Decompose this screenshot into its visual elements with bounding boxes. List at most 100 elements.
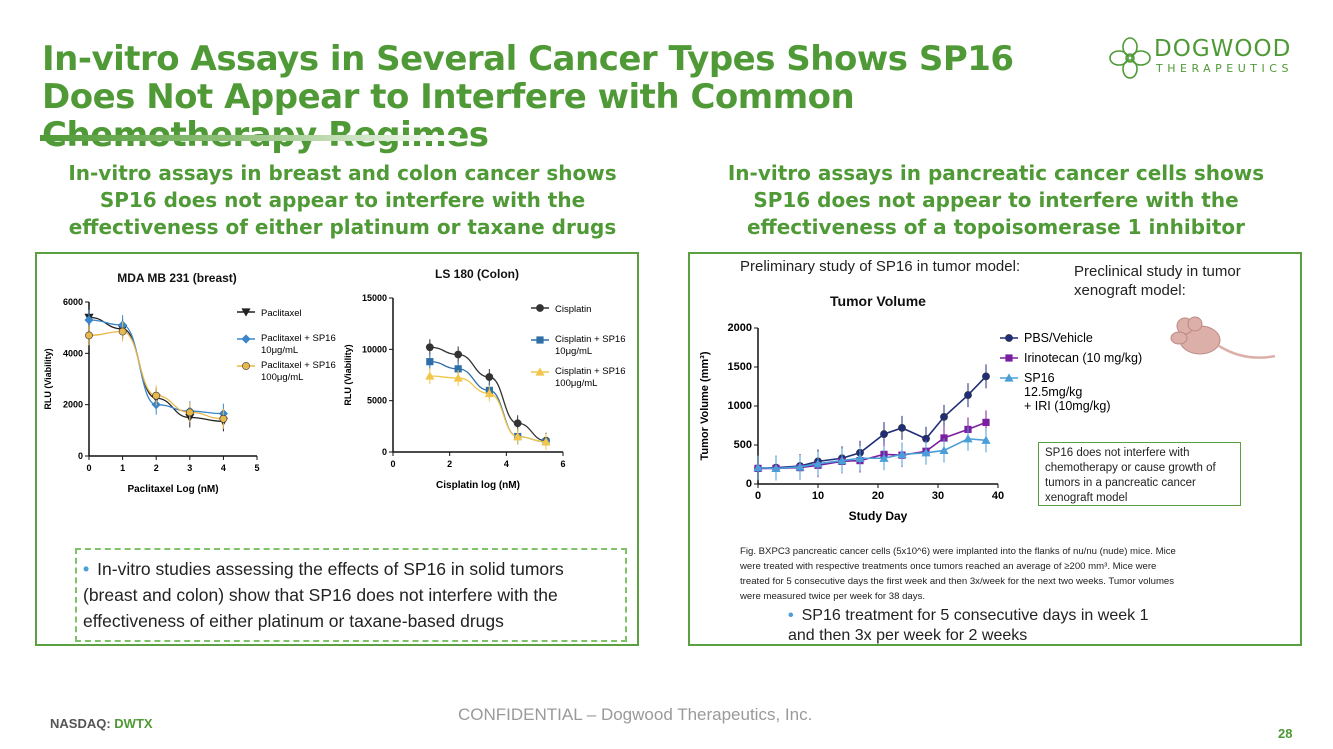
data-point — [85, 331, 93, 340]
legend-label: Cisplatin + SP16 — [555, 366, 626, 377]
x-axis-label: Study Day — [849, 509, 908, 523]
legend-label: Cisplatin — [555, 304, 591, 315]
left-panel: MDA MB 231 (breast) 0 1 2 3 4 5 0 2000 4000 6000 Pa… — [35, 252, 639, 646]
data-point — [981, 435, 991, 444]
x-tick-label: 3 — [187, 463, 192, 473]
left-heading: In-vitro assays in breast and colon canc… — [68, 161, 617, 239]
legend-label: PBS/Vehicle — [1024, 331, 1093, 345]
x-tick-label: 30 — [932, 490, 944, 502]
data-point — [982, 418, 990, 426]
bullet-icon: • — [788, 607, 794, 624]
y-tick-label: 500 — [734, 439, 752, 451]
x-tick-label: 4 — [504, 459, 509, 469]
data-point — [964, 391, 972, 399]
nasdaq-label: NASDAQ: — [50, 716, 111, 731]
chart-title: MDA MB 231 (breast) — [117, 271, 237, 285]
legend-marker — [1005, 334, 1013, 342]
ticker: DWTX — [114, 716, 153, 731]
data-point — [453, 373, 463, 382]
x-tick-label: 0 — [86, 463, 91, 473]
y-axis-label: RLU (Viability) — [43, 348, 53, 409]
data-point — [185, 408, 194, 417]
data-point — [879, 453, 889, 462]
data-point — [454, 365, 462, 373]
xenograft-note-box: SP16 does not interfere with chemotherap… — [1038, 442, 1241, 506]
right-heading: In-vitro assays in pancreatic cancer cel… — [727, 161, 1265, 239]
legend-label: Paclitaxel + SP16 — [261, 360, 336, 371]
x-tick-label: 6 — [560, 459, 565, 469]
legend-marker — [536, 336, 544, 344]
data-point — [753, 463, 763, 472]
footer-confidential: CONFIDENTIAL – Dogwood Therapeutics, Inc… — [458, 705, 813, 724]
legend-marker — [242, 362, 250, 370]
y-tick-label: 0 — [746, 478, 752, 490]
y-tick-label: 0 — [78, 451, 83, 461]
data-point — [855, 453, 865, 462]
data-point — [963, 434, 973, 443]
y-tick-label: 10000 — [362, 344, 387, 354]
x-tick-label: 0 — [755, 490, 761, 502]
data-point — [485, 373, 494, 381]
slide-title: In-vitro Assays in Several Cancer Types … — [42, 39, 1014, 154]
logo-wordmark: DOGWOOD — [1154, 36, 1292, 62]
colon-chart: LS 180 (Colon) 0 2 4 6 0 5000 10000 15000 Cisplat… — [343, 267, 626, 491]
data-point — [426, 358, 434, 366]
y-tick-label: 5000 — [367, 396, 387, 406]
data-point — [921, 448, 931, 457]
x-tick-label: 40 — [992, 490, 1004, 502]
data-point — [940, 413, 948, 421]
right-bullet: • SP16 treatment for 5 consecutive days i… — [788, 606, 1168, 646]
left-bullet: • In-vitro studies assessing the effects … — [83, 556, 613, 634]
footer-nasdaq: NASDAQ: DWTX — [50, 716, 153, 731]
legend-label: + IRI (10mg/kg) — [1024, 399, 1111, 413]
preclinical-label: Preclinical study in tumor xenograft mod… — [1074, 263, 1241, 299]
dogwood-logo: DOGWOOD THERAPEUTICS — [1108, 36, 1308, 82]
x-tick-label: 1 — [120, 463, 125, 473]
x-axis-label: Cisplatin log (nM) — [436, 480, 520, 491]
y-axis-label: Tumor Volume (mm³) — [699, 351, 711, 460]
legend-label: Paclitaxel — [261, 308, 302, 319]
y-axis-label: RLU (Viability) — [343, 344, 353, 405]
x-tick-label: 2 — [154, 463, 159, 473]
chart-title: LS 180 (Colon) — [435, 267, 519, 281]
y-tick-label: 15000 — [362, 293, 387, 303]
x-tick-label: 0 — [390, 459, 395, 469]
legend-label: Cisplatin + SP16 — [555, 334, 626, 345]
x-tick-label: 5 — [254, 463, 259, 473]
data-point — [425, 371, 435, 380]
data-point — [771, 463, 781, 472]
series-line — [758, 421, 987, 470]
data-point — [898, 423, 906, 432]
series-line — [757, 437, 987, 470]
right-panel: Preliminary study of SP16 in tumor model… — [688, 252, 1302, 646]
title-underline — [40, 135, 460, 141]
y-tick-label: 0 — [382, 447, 387, 457]
legend-label: Paclitaxel + SP16 — [261, 333, 336, 344]
data-point — [897, 449, 907, 458]
data-point — [118, 327, 127, 336]
mouse-icon — [1170, 316, 1276, 359]
legend-label: 10μg/mL — [555, 346, 592, 357]
data-point — [84, 315, 94, 325]
y-tick-label: 4000 — [63, 348, 83, 358]
legend-label: 12.5mg/kg — [1024, 385, 1082, 399]
x-tick-label: 10 — [812, 490, 824, 502]
x-tick-label: 20 — [872, 490, 884, 502]
legend-marker — [536, 304, 544, 312]
data-point — [880, 430, 888, 438]
data-point — [454, 350, 463, 359]
data-point — [425, 343, 434, 352]
data-point — [940, 434, 948, 442]
bullet-icon: • — [83, 559, 90, 579]
y-tick-label: 1500 — [728, 361, 752, 373]
y-tick-label: 2000 — [63, 400, 83, 410]
data-point — [484, 388, 494, 398]
legend-marker — [535, 367, 545, 376]
data-point — [513, 432, 523, 441]
logo-subtitle: THERAPEUTICS — [1156, 62, 1293, 75]
y-tick-label: 6000 — [63, 297, 83, 307]
x-axis-label: Paclitaxel Log (nM) — [127, 484, 218, 495]
y-tick-label: 1000 — [728, 400, 752, 412]
data-point — [813, 459, 823, 468]
legend-marker — [241, 308, 251, 317]
